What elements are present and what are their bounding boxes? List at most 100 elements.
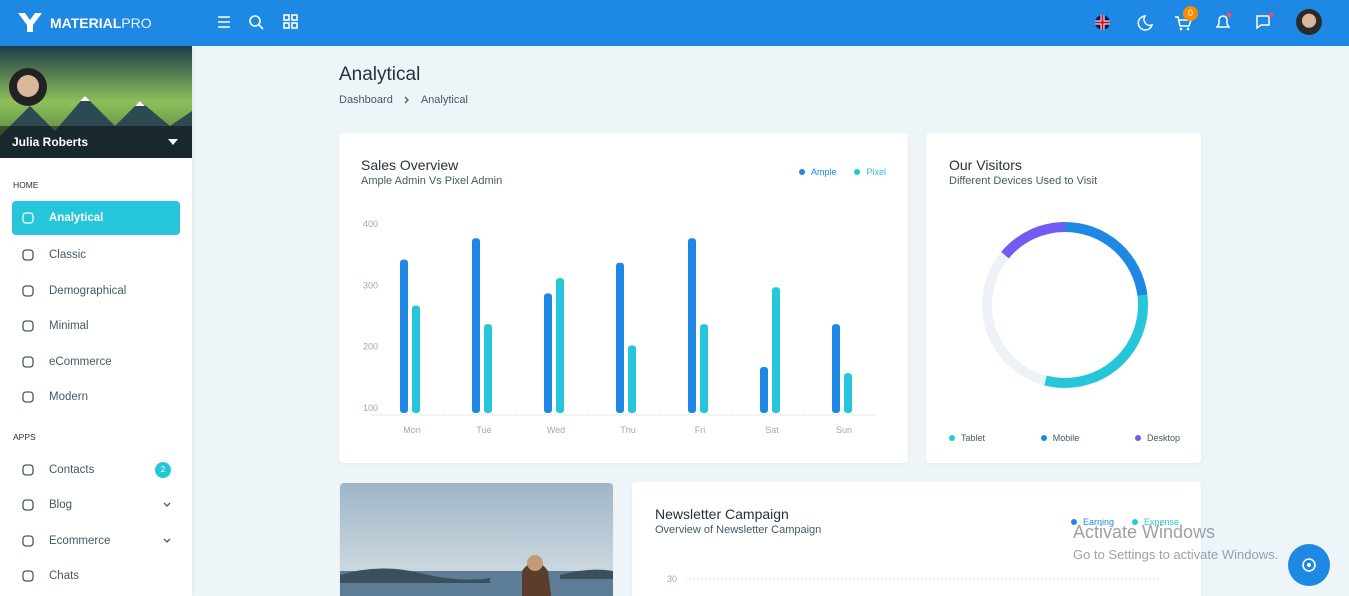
x-tick-label: Sun [836, 425, 852, 435]
section-label: APPS [13, 431, 36, 442]
nav-label: Minimal [49, 320, 89, 332]
photo-card [340, 483, 613, 596]
donut-segment [982, 222, 1148, 388]
legend: Tablet Mobile Desktop [949, 433, 1180, 443]
nav-icon [22, 534, 34, 547]
nav-item[interactable]: Modern [12, 380, 180, 414]
nav-label: Classic [49, 249, 87, 261]
nav-icon-shape [22, 463, 34, 476]
legend-item[interactable]: Ample [798, 167, 836, 177]
breadcrumb-current: Analytical [420, 94, 468, 106]
toolbar-icons[interactable] [216, 13, 306, 33]
nav-label: eCommerce [49, 355, 112, 368]
x-tick-label: Thu [620, 425, 636, 435]
y-tick-label: 400 [363, 219, 378, 229]
nav-item[interactable]: Classic [12, 238, 180, 272]
nav-item[interactable]: Minimal [12, 309, 180, 343]
legend-item[interactable]: Desktop [1134, 433, 1180, 443]
legend-dot [1040, 435, 1047, 441]
sidebar: Julia Roberts HOME Analytical Classic Demog… [0, 46, 192, 596]
legend-item[interactable]: Mobile [1040, 433, 1080, 443]
bar [544, 293, 552, 413]
nav-icon [22, 499, 34, 511]
nav-item[interactable]: eCommerce [12, 345, 180, 379]
header-actions[interactable] [1093, 13, 1273, 35]
bar [412, 305, 420, 413]
nav-icon-shape [22, 534, 34, 547]
y-tick-label: 100 [363, 403, 378, 413]
user-name[interactable]: Julia Roberts [12, 135, 89, 149]
settings-button[interactable] [1288, 544, 1330, 586]
bar [760, 367, 768, 413]
nav-icon [22, 355, 34, 368]
nav-icon [22, 212, 34, 224]
nav-icon-shape [22, 249, 34, 261]
section-label: HOME [13, 180, 39, 190]
settings-icon [1302, 558, 1316, 572]
nav-icon-shape [22, 355, 34, 368]
nav-icon-shape [22, 320, 34, 332]
nav-item[interactable]: Demographical [12, 274, 180, 308]
card-title: Our Visitors [949, 157, 1022, 173]
nav-icon [22, 284, 34, 297]
card-subtitle: Overview of Newsletter Campaign [655, 524, 822, 536]
chevron-shape [163, 502, 171, 507]
nav-label: Blog [49, 499, 73, 511]
legend-item[interactable]: Tablet [949, 433, 985, 443]
nav-icon-shape [22, 284, 34, 297]
newsletter-card: Newsletter Campaign Overview of Newslett… [632, 482, 1201, 596]
user-avatar[interactable] [1296, 9, 1322, 35]
nav-item[interactable]: Ecommerce [12, 524, 180, 558]
donut-chart [982, 222, 1148, 388]
legend-item[interactable]: Expense [1131, 517, 1179, 527]
nav-icon [22, 570, 34, 582]
nav-label: Analytical [49, 212, 104, 224]
profile-background [0, 46, 192, 158]
legend-dot [1134, 435, 1141, 441]
nav-label: Chats [49, 570, 80, 582]
x-tick-label: Mon [403, 425, 421, 435]
x-tick-label: Wed [547, 425, 565, 435]
activation-watermark: Activate Windows Go to Settings to activ… [1073, 522, 1278, 562]
legend-label: Pixel [866, 167, 886, 177]
brand-light: PRO [121, 15, 152, 31]
bar [700, 324, 708, 413]
bar [484, 324, 492, 413]
nav-item[interactable]: Contacts 2 [12, 453, 180, 487]
legend-label: Desktop [1146, 433, 1180, 443]
legend-dot [1131, 519, 1138, 525]
legend-item[interactable]: Earning [1070, 517, 1114, 527]
legend-label: Mobile [1052, 433, 1080, 443]
nav-label: Modern [49, 391, 88, 403]
nav-item[interactable]: Analytical [12, 201, 180, 235]
nav-icon [22, 320, 34, 332]
legend-dot [798, 169, 805, 175]
x-tick-label: Sat [765, 425, 779, 435]
legend: Earning Expense [1070, 517, 1179, 527]
bar [628, 345, 636, 413]
watermark-title: Activate Windows [1073, 522, 1216, 542]
x-tick-label: Fri [695, 425, 706, 435]
chevron [163, 502, 171, 507]
legend-label: Tablet [961, 433, 986, 443]
line-chart: 30 [667, 574, 1160, 584]
legend-item[interactable]: Pixel [854, 167, 886, 177]
brand[interactable]: MATERIALPRO [50, 15, 152, 31]
nav-icon-shape [22, 212, 34, 224]
card-title: Newsletter Campaign [655, 506, 789, 522]
nav-icon-shape [22, 499, 34, 511]
nav-icon-shape [22, 570, 34, 582]
chevron-shape [163, 538, 171, 543]
nav-label: Demographical [49, 284, 127, 297]
nav-item[interactable]: Chats [12, 559, 180, 593]
card-subtitle: Ample Admin Vs Pixel Admin [361, 175, 503, 187]
legend-dot [1070, 519, 1077, 525]
nav-item[interactable]: Blog [12, 488, 180, 522]
bar [616, 262, 624, 413]
breadcrumb-link[interactable]: Dashboard [339, 94, 393, 106]
nav-icon [22, 391, 34, 403]
nav-label: Ecommerce [49, 534, 111, 547]
visitors-card: Our Visitors Different Devices Used to V… [926, 133, 1201, 463]
top-bar: MATERIALPRO 0 [0, 0, 1349, 46]
